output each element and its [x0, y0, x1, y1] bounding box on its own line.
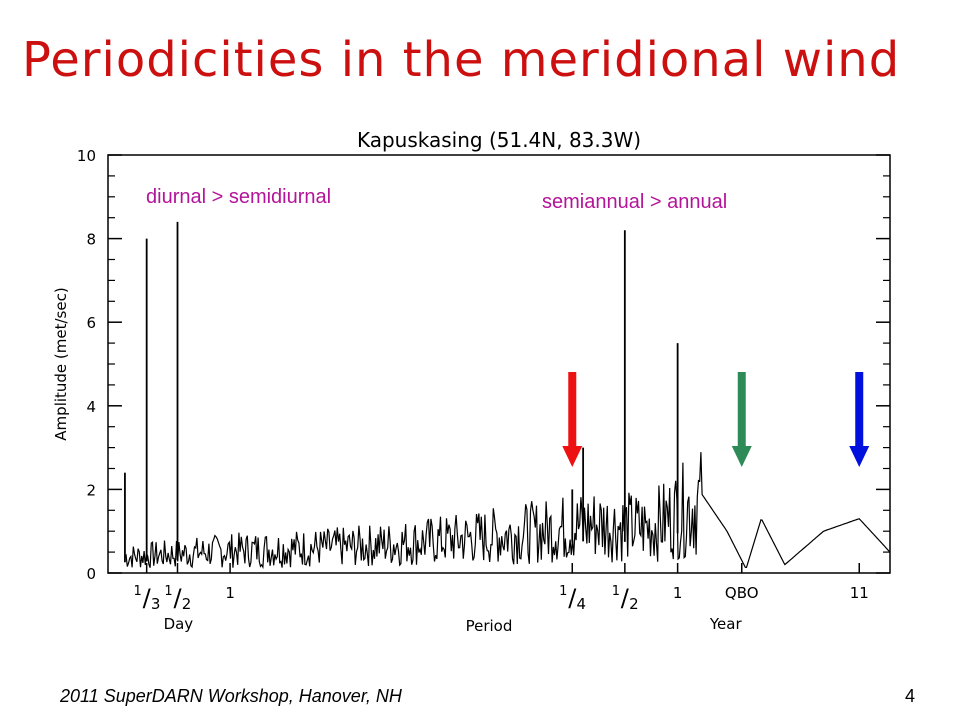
- chart-title: Kapuskasing (51.4N, 83.3W): [357, 128, 641, 152]
- arrow-head: [562, 446, 583, 467]
- arrow-head: [849, 446, 870, 467]
- x-tick-label: QBO: [725, 584, 759, 602]
- x-tick-numerator: 1: [559, 584, 567, 599]
- x-tick-denominator: 2: [182, 595, 192, 613]
- x-tick-slash: /: [173, 584, 182, 612]
- y-axis-label: Amplitude (met/sec): [52, 287, 70, 440]
- x-group-label: Year: [709, 615, 743, 633]
- x-tick-slash: /: [143, 584, 152, 612]
- x-tick-label: 1: [225, 584, 235, 602]
- x-tick-numerator: 1: [134, 584, 142, 599]
- slide-title: Periodicities in the meridional wind: [22, 32, 901, 88]
- y-tick-label: 8: [86, 231, 96, 249]
- x-tick-denominator: 2: [629, 595, 639, 613]
- y-tick-label: 6: [86, 314, 96, 332]
- footer-text: 2011 SuperDARN Workshop, Hanover, NH: [60, 686, 402, 706]
- x-tick-label: 1: [673, 584, 683, 602]
- x-axis-label: Period: [466, 617, 513, 635]
- x-tick-numerator: 1: [164, 584, 172, 599]
- y-tick-label: 4: [86, 398, 96, 416]
- arrow-head: [731, 446, 752, 467]
- annotation-semiannual: semiannual > annual: [542, 191, 728, 213]
- page-number: 4: [905, 686, 916, 706]
- y-tick-label: 0: [86, 565, 96, 583]
- series-spectrum: [124, 452, 890, 570]
- annotation-diurnal: diurnal > semidiurnal: [146, 186, 332, 208]
- x-tick-slash: /: [621, 584, 630, 612]
- x-group-label: Day: [164, 615, 194, 633]
- x-tick-label: 11: [850, 584, 869, 602]
- y-tick-label: 10: [77, 147, 96, 165]
- x-tick-denominator: 4: [576, 595, 586, 613]
- x-tick-numerator: 1: [612, 584, 620, 599]
- y-tick-label: 2: [86, 481, 96, 499]
- spectrum-chart: Kapuskasing (51.4N, 83.3W) 0 2 4 6 8 10 Amplitu…: [52, 128, 891, 635]
- x-tick-denominator: 3: [151, 595, 161, 613]
- plot-frame: [107, 154, 891, 574]
- x-tick-slash: /: [568, 584, 577, 612]
